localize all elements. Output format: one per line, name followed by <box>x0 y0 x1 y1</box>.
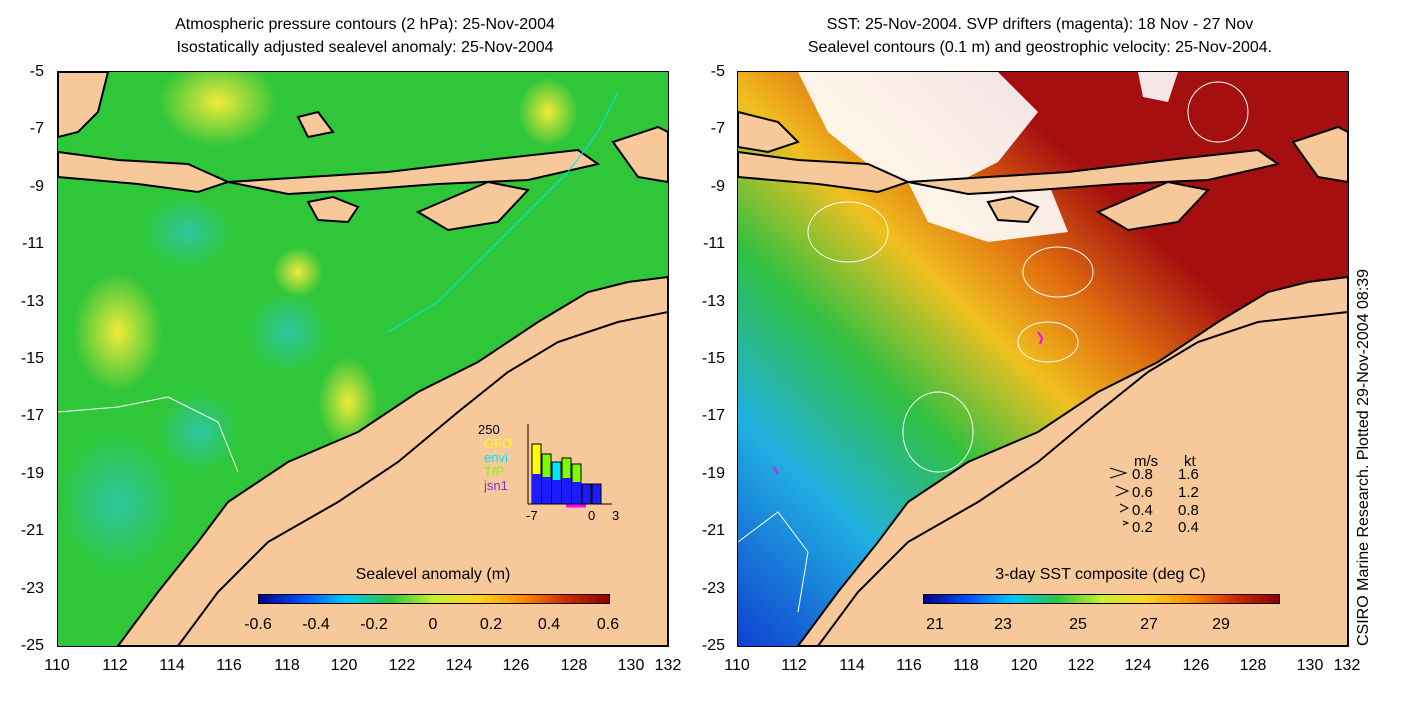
velocity-legend-row-ms: 0.2 <box>1132 519 1153 536</box>
left-ytick: -23 <box>20 580 44 597</box>
inset-xtick-1: 0 <box>588 508 596 523</box>
data-availability-inset: 250 GFO envi T/P jsn1 -7 0 3 <box>478 422 628 523</box>
left-ytick: -17 <box>20 407 44 424</box>
inset-xtick-2: 3 <box>612 508 620 523</box>
right-cb-tick-3: 27 <box>1140 616 1158 633</box>
right-colorbar-title: 3-day SST composite (deg C) <box>995 566 1206 583</box>
velocity-legend-row-ms: 0.4 <box>1132 502 1153 519</box>
left-xtick: 122 <box>388 657 416 674</box>
right-ytick: -9 <box>710 178 725 195</box>
right-cb-tick-1: 23 <box>994 616 1012 633</box>
right-ytick: -7 <box>710 120 725 137</box>
right-ytick: -5 <box>710 63 725 80</box>
left-title-line1: Atmospheric pressure contours (2 hPa): 2… <box>175 16 555 33</box>
inset-label-gfo: GFO <box>484 436 513 451</box>
right-colorbar <box>923 594 1280 604</box>
left-cb-tick-4: 0.2 <box>479 616 503 633</box>
left-xtick: 116 <box>216 657 242 674</box>
right-cb-tick-0: 21 <box>926 616 944 633</box>
right-xtick: 122 <box>1067 657 1095 674</box>
inset-label-jsn1: jsn1 <box>484 478 508 493</box>
velocity-arrows-legend <box>1109 467 1130 526</box>
inset-label-tp: T/P <box>484 464 505 479</box>
inset-ymax: 250 <box>478 422 500 437</box>
right-ytick: -11 <box>703 235 725 252</box>
right-ytick: -13 <box>701 293 725 310</box>
sst-map <box>738 72 1348 646</box>
left-ytick: -13 <box>20 293 44 310</box>
plot-credit-note: CSIRO Marine Research. Plotted 29-Nov-20… <box>1355 268 1372 646</box>
left-xtick: 118 <box>274 657 300 674</box>
sealevel-anomaly-map <box>58 72 668 646</box>
velocity-legend-row-ms: 0.8 <box>1132 466 1153 483</box>
left-map: 250 GFO envi T/P jsn1 -7 0 3 Sealevel an… <box>57 71 669 647</box>
left-cb-tick-0: -0.6 <box>244 616 272 633</box>
left-xtick: 126 <box>502 657 530 674</box>
left-xtick: 112 <box>102 657 128 674</box>
right-xtick: 132 <box>1333 657 1361 674</box>
left-xtick: 114 <box>159 657 185 674</box>
left-ytick: -11 <box>22 235 44 252</box>
inset-label-envi: envi <box>484 450 508 465</box>
left-ytick: -5 <box>29 63 44 80</box>
right-ytick: -19 <box>701 465 725 482</box>
left-xtick: 120 <box>330 657 358 674</box>
right-xtick: 118 <box>953 657 979 674</box>
right-cb-tick-4: 29 <box>1212 616 1230 633</box>
velocity-legend-row-kt: 1.2 <box>1178 484 1199 501</box>
right-xtick: 112 <box>781 657 807 674</box>
right-xtick: 114 <box>839 657 865 674</box>
velocity-legend-row-kt: 0.8 <box>1178 502 1199 519</box>
left-ytick: -9 <box>29 178 44 195</box>
right-title-line1: SST: 25-Nov-2004. SVP drifters (magenta)… <box>826 16 1254 33</box>
right-map: m/s kt 0.8 1.6 0.6 1.2 0.4 0.8 0.2 0.4 3… <box>737 71 1349 647</box>
right-xtick: 128 <box>1239 657 1267 674</box>
left-xtick: 124 <box>445 657 473 674</box>
left-cb-tick-1: -0.4 <box>302 616 330 633</box>
velocity-legend-kt-header: kt <box>1184 453 1196 470</box>
inset-xtick-0: -7 <box>526 508 538 523</box>
left-cb-tick-3: 0 <box>428 616 438 633</box>
right-title-line2: Sealevel contours (0.1 m) and geostrophi… <box>807 39 1273 56</box>
inset-histogram <box>527 424 612 508</box>
right-xtick: 116 <box>896 657 922 674</box>
velocity-legend-row-ms: 0.6 <box>1132 484 1153 501</box>
right-cb-tick-2: 25 <box>1069 616 1087 633</box>
velocity-legend-row-kt: 0.4 <box>1178 519 1199 536</box>
right-ytick: -25 <box>701 637 725 654</box>
right-ytick: -21 <box>701 522 725 539</box>
left-colorbar-title: Sealevel anomaly (m) <box>355 566 511 583</box>
right-ytick: -17 <box>701 407 725 424</box>
left-xtick: 132 <box>654 657 682 674</box>
right-xtick: 126 <box>1182 657 1210 674</box>
left-xtick: 110 <box>44 657 70 674</box>
left-ytick: -15 <box>20 350 44 367</box>
left-cb-tick-6: 0.6 <box>596 616 620 633</box>
right-ytick: -23 <box>701 580 725 597</box>
left-ytick: -7 <box>29 120 44 137</box>
right-xtick: 110 <box>724 657 750 674</box>
left-colorbar <box>258 594 610 604</box>
right-ytick: -15 <box>701 350 725 367</box>
right-xtick: 120 <box>1010 657 1038 674</box>
left-ytick: -25 <box>20 637 44 654</box>
velocity-legend-ms-header: m/s <box>1134 453 1159 470</box>
left-ytick: -21 <box>20 522 44 539</box>
left-ytick: -19 <box>20 465 44 482</box>
left-title-line2: Isostatically adjusted sealevel anomaly:… <box>176 39 554 56</box>
right-xtick: 124 <box>1124 657 1152 674</box>
left-xtick: 130 <box>617 657 645 674</box>
left-xtick: 128 <box>560 657 588 674</box>
right-xtick: 130 <box>1296 657 1324 674</box>
left-cb-tick-2: -0.2 <box>360 616 388 633</box>
left-cb-tick-5: 0.4 <box>537 616 561 633</box>
velocity-legend-row-kt: 1.6 <box>1178 466 1199 483</box>
